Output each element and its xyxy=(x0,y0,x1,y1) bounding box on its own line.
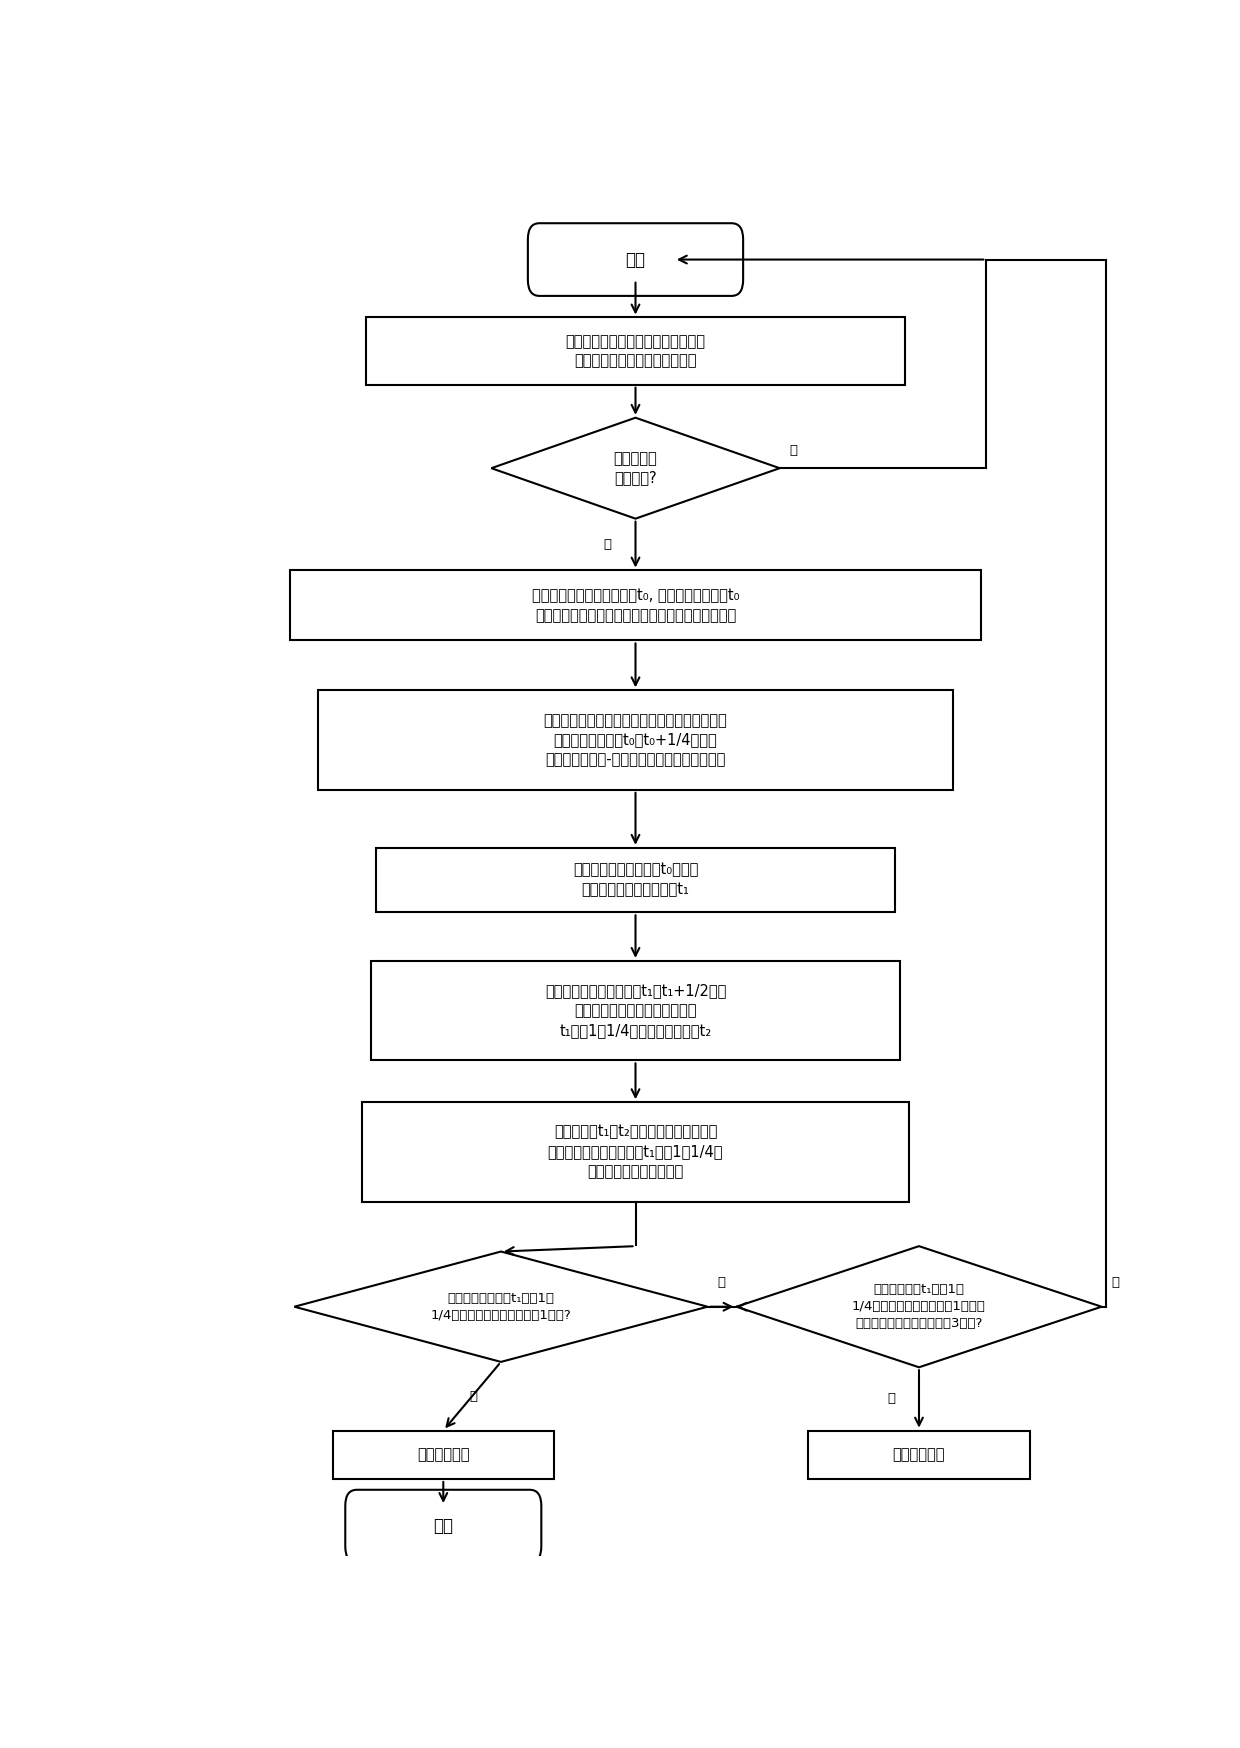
FancyBboxPatch shape xyxy=(345,1489,542,1563)
Bar xyxy=(376,848,895,912)
FancyBboxPatch shape xyxy=(528,224,743,295)
Text: 否: 否 xyxy=(789,444,797,458)
Text: 否: 否 xyxy=(717,1276,725,1288)
Text: 是: 是 xyxy=(887,1393,895,1405)
Text: 是: 是 xyxy=(604,538,611,551)
Bar xyxy=(371,961,900,1061)
Text: 针对两侧从真正突变时刻t₁到t₁+1/2周期
各时刻的电流导数，查找和确定
t₁后第1个1/4周期真正结束时刻t₂: 针对两侧从真正突变时刻t₁到t₁+1/2周期 各时刻的电流导数，查找和确定 t₁… xyxy=(544,984,727,1038)
Text: 对三相输电线路两侧电流进行采样，
计算两侧每个时刻的电流突变量: 对三相输电线路两侧电流进行采样， 计算两侧每个时刻的电流突变量 xyxy=(565,334,706,369)
Bar xyxy=(290,570,982,640)
Polygon shape xyxy=(491,418,780,519)
Text: 是: 是 xyxy=(469,1390,477,1402)
Text: 检测线路故障: 检测线路故障 xyxy=(417,1447,470,1463)
Text: 否: 否 xyxy=(1111,1276,1120,1288)
Bar xyxy=(319,690,952,790)
Text: 如果输电线路两侧t₁后第1个
1/4周期的电流导数都位于第1象限?: 如果输电线路两侧t₁后第1个 1/4周期的电流导数都位于第1象限? xyxy=(430,1292,572,1321)
Polygon shape xyxy=(294,1252,708,1362)
Text: 从两侧的原始突变时刻t₀开始，
检查和确定真正突变时刻t₁: 从两侧的原始突变时刻t₀开始， 检查和确定真正突变时刻t₁ xyxy=(573,864,698,897)
Text: 结束: 结束 xyxy=(433,1517,454,1535)
Text: 开始: 开始 xyxy=(625,250,646,269)
Bar xyxy=(808,1430,1029,1479)
Bar xyxy=(362,1103,909,1201)
Text: 输电线路一侧t₁后第1个
1/4周期的电流导数位于第1象限，
同时另一侧电流导数位于第3象限?: 输电线路一侧t₁后第1个 1/4周期的电流导数位于第1象限， 同时另一侧电流导数… xyxy=(852,1283,986,1330)
Text: 电流突变量
大于阈值?: 电流突变量 大于阈值? xyxy=(614,451,657,486)
Bar xyxy=(367,318,905,385)
Text: 针对两侧从t₁到t₂各时刻的电流导数，准
确判断该侧真正突变时刻t₁后第1个1/4周
期的电流导数所在的象限: 针对两侧从t₁到t₂各时刻的电流导数，准 确判断该侧真正突变时刻t₁后第1个1/… xyxy=(548,1124,723,1180)
Text: 记录该时刻为原始突变时刻t₀, 提取输电线路两侧t₀
后半个周期的电流采样值，计算每个时刻的电流导数: 记录该时刻为原始突变时刻t₀, 提取输电线路两侧t₀ 后半个周期的电流采样值，计… xyxy=(532,587,739,622)
Text: 处理输电线路两侧的电流导数，分别初步判断两
侧从原始突变时刻t₀到t₀+1/4周期的
电流导数在电流-流导数二维空间中所在的象限: 处理输电线路两侧的电流导数，分别初步判断两 侧从原始突变时刻t₀到t₀+1/4周… xyxy=(543,713,728,767)
Polygon shape xyxy=(737,1246,1101,1367)
Text: 检测线路正常: 检测线路正常 xyxy=(893,1447,945,1463)
Bar xyxy=(332,1430,554,1479)
